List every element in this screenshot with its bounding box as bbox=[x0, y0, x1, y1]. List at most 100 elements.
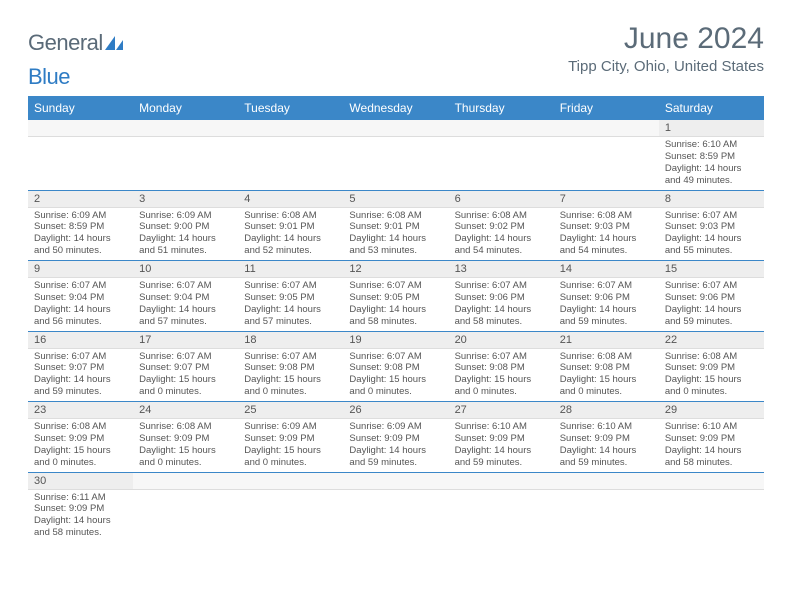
day-detail-line: Sunset: 9:04 PM bbox=[34, 292, 127, 304]
day-number-row: 16171819202122 bbox=[28, 331, 764, 348]
day-detail-line: Daylight: 14 hours bbox=[665, 163, 758, 175]
day-number-cell: 24 bbox=[133, 402, 238, 419]
day-detail-line: Daylight: 14 hours bbox=[34, 515, 127, 527]
day-detail-line: Daylight: 15 hours bbox=[560, 374, 653, 386]
day-number-cell: 22 bbox=[659, 331, 764, 348]
day-number-cell: 20 bbox=[449, 331, 554, 348]
day-detail-line: Sunset: 9:06 PM bbox=[665, 292, 758, 304]
day-number-row: 23242526272829 bbox=[28, 402, 764, 419]
day-number-cell: 12 bbox=[343, 261, 448, 278]
day-number-cell bbox=[343, 120, 448, 137]
day-detail-line: Daylight: 15 hours bbox=[34, 445, 127, 457]
day-detail-cell: Sunrise: 6:07 AMSunset: 9:06 PMDaylight:… bbox=[449, 278, 554, 332]
day-detail-line: and 51 minutes. bbox=[139, 245, 232, 257]
location: Tipp City, Ohio, United States bbox=[568, 58, 764, 75]
day-detail-line: Daylight: 14 hours bbox=[560, 304, 653, 316]
day-detail-line: Sunset: 9:01 PM bbox=[349, 221, 442, 233]
day-number-cell: 19 bbox=[343, 331, 448, 348]
day-detail-line: Sunset: 9:00 PM bbox=[139, 221, 232, 233]
month-title: June 2024 bbox=[568, 22, 764, 56]
day-detail-line: and 59 minutes. bbox=[34, 386, 127, 398]
day-detail-line: Sunrise: 6:07 AM bbox=[34, 351, 127, 363]
day-detail-line: Daylight: 14 hours bbox=[455, 233, 548, 245]
day-detail-line: Sunrise: 6:09 AM bbox=[139, 210, 232, 222]
day-detail-line: Sunset: 8:59 PM bbox=[665, 151, 758, 163]
day-detail-line: and 59 minutes. bbox=[665, 316, 758, 328]
day-detail-line: Daylight: 15 hours bbox=[139, 445, 232, 457]
day-detail-cell bbox=[238, 489, 343, 542]
day-detail-cell: Sunrise: 6:07 AMSunset: 9:08 PMDaylight:… bbox=[449, 348, 554, 402]
day-detail-line: Daylight: 15 hours bbox=[139, 374, 232, 386]
day-detail-line: Sunrise: 6:08 AM bbox=[455, 210, 548, 222]
day-detail-line: Daylight: 15 hours bbox=[349, 374, 442, 386]
day-detail-cell: Sunrise: 6:08 AMSunset: 9:09 PMDaylight:… bbox=[659, 348, 764, 402]
day-detail-line: and 59 minutes. bbox=[560, 457, 653, 469]
day-detail-line: Sunrise: 6:08 AM bbox=[244, 210, 337, 222]
day-number-cell: 15 bbox=[659, 261, 764, 278]
day-detail-line: and 53 minutes. bbox=[349, 245, 442, 257]
day-detail-cell bbox=[343, 489, 448, 542]
day-detail-line: Daylight: 15 hours bbox=[244, 374, 337, 386]
day-number-cell: 30 bbox=[28, 472, 133, 489]
day-detail-line: Sunrise: 6:07 AM bbox=[665, 210, 758, 222]
day-detail-line: Sunset: 9:09 PM bbox=[455, 433, 548, 445]
day-detail-line: and 0 minutes. bbox=[349, 386, 442, 398]
day-detail-line: and 0 minutes. bbox=[139, 386, 232, 398]
day-detail-cell: Sunrise: 6:09 AMSunset: 9:09 PMDaylight:… bbox=[343, 419, 448, 473]
day-detail-line: Daylight: 14 hours bbox=[139, 304, 232, 316]
day-detail-line: and 58 minutes. bbox=[34, 527, 127, 539]
day-detail-line: and 0 minutes. bbox=[455, 386, 548, 398]
day-detail-line: Sunset: 9:08 PM bbox=[349, 362, 442, 374]
day-detail-cell: Sunrise: 6:08 AMSunset: 9:08 PMDaylight:… bbox=[554, 348, 659, 402]
day-detail-cell bbox=[133, 489, 238, 542]
day-detail-line: and 0 minutes. bbox=[665, 386, 758, 398]
day-detail-line: Sunrise: 6:08 AM bbox=[34, 421, 127, 433]
day-detail-line: Sunrise: 6:08 AM bbox=[560, 210, 653, 222]
day-number-cell bbox=[554, 120, 659, 137]
day-number-cell: 17 bbox=[133, 331, 238, 348]
day-detail-line: and 58 minutes. bbox=[455, 316, 548, 328]
day-detail-line: Sunset: 9:09 PM bbox=[665, 433, 758, 445]
day-detail-line: Daylight: 14 hours bbox=[34, 374, 127, 386]
day-detail-line: and 57 minutes. bbox=[139, 316, 232, 328]
day-detail-line: Sunrise: 6:09 AM bbox=[34, 210, 127, 222]
day-detail-cell: Sunrise: 6:11 AMSunset: 9:09 PMDaylight:… bbox=[28, 489, 133, 542]
day-detail-row: Sunrise: 6:07 AMSunset: 9:04 PMDaylight:… bbox=[28, 278, 764, 332]
weekday-header: Saturday bbox=[659, 96, 764, 120]
weekday-header: Thursday bbox=[449, 96, 554, 120]
day-detail-line: Sunrise: 6:08 AM bbox=[560, 351, 653, 363]
day-number-cell bbox=[449, 472, 554, 489]
day-detail-cell: Sunrise: 6:08 AMSunset: 9:09 PMDaylight:… bbox=[28, 419, 133, 473]
day-number-cell bbox=[449, 120, 554, 137]
day-detail-cell: Sunrise: 6:07 AMSunset: 9:06 PMDaylight:… bbox=[554, 278, 659, 332]
day-detail-cell: Sunrise: 6:09 AMSunset: 9:00 PMDaylight:… bbox=[133, 207, 238, 261]
day-number-cell: 28 bbox=[554, 402, 659, 419]
day-number-cell bbox=[133, 472, 238, 489]
day-detail-line: Sunset: 9:09 PM bbox=[34, 433, 127, 445]
day-number-cell: 2 bbox=[28, 190, 133, 207]
day-detail-line: and 59 minutes. bbox=[349, 457, 442, 469]
day-detail-cell: Sunrise: 6:07 AMSunset: 9:07 PMDaylight:… bbox=[133, 348, 238, 402]
day-detail-cell bbox=[28, 137, 133, 191]
day-number-cell: 7 bbox=[554, 190, 659, 207]
day-number-cell bbox=[554, 472, 659, 489]
day-detail-cell: Sunrise: 6:10 AMSunset: 9:09 PMDaylight:… bbox=[554, 419, 659, 473]
day-detail-cell: Sunrise: 6:10 AMSunset: 8:59 PMDaylight:… bbox=[659, 137, 764, 191]
day-number-row: 30 bbox=[28, 472, 764, 489]
day-detail-line: and 49 minutes. bbox=[665, 175, 758, 187]
day-detail-line: and 0 minutes. bbox=[34, 457, 127, 469]
day-detail-line: Sunrise: 6:10 AM bbox=[560, 421, 653, 433]
day-detail-line: and 59 minutes. bbox=[455, 457, 548, 469]
header: GeneralBlue June 2024 Tipp City, Ohio, U… bbox=[28, 22, 764, 90]
day-detail-line: Sunrise: 6:08 AM bbox=[665, 351, 758, 363]
day-detail-line: Daylight: 14 hours bbox=[455, 445, 548, 457]
day-number-cell: 6 bbox=[449, 190, 554, 207]
day-detail-cell: Sunrise: 6:10 AMSunset: 9:09 PMDaylight:… bbox=[659, 419, 764, 473]
day-detail-line: and 57 minutes. bbox=[244, 316, 337, 328]
day-detail-cell: Sunrise: 6:07 AMSunset: 9:05 PMDaylight:… bbox=[343, 278, 448, 332]
day-detail-line: Daylight: 14 hours bbox=[665, 233, 758, 245]
day-detail-line: Sunrise: 6:11 AM bbox=[34, 492, 127, 504]
day-detail-line: Sunset: 9:09 PM bbox=[34, 503, 127, 515]
day-detail-cell: Sunrise: 6:07 AMSunset: 9:08 PMDaylight:… bbox=[238, 348, 343, 402]
day-detail-line: Sunrise: 6:10 AM bbox=[455, 421, 548, 433]
